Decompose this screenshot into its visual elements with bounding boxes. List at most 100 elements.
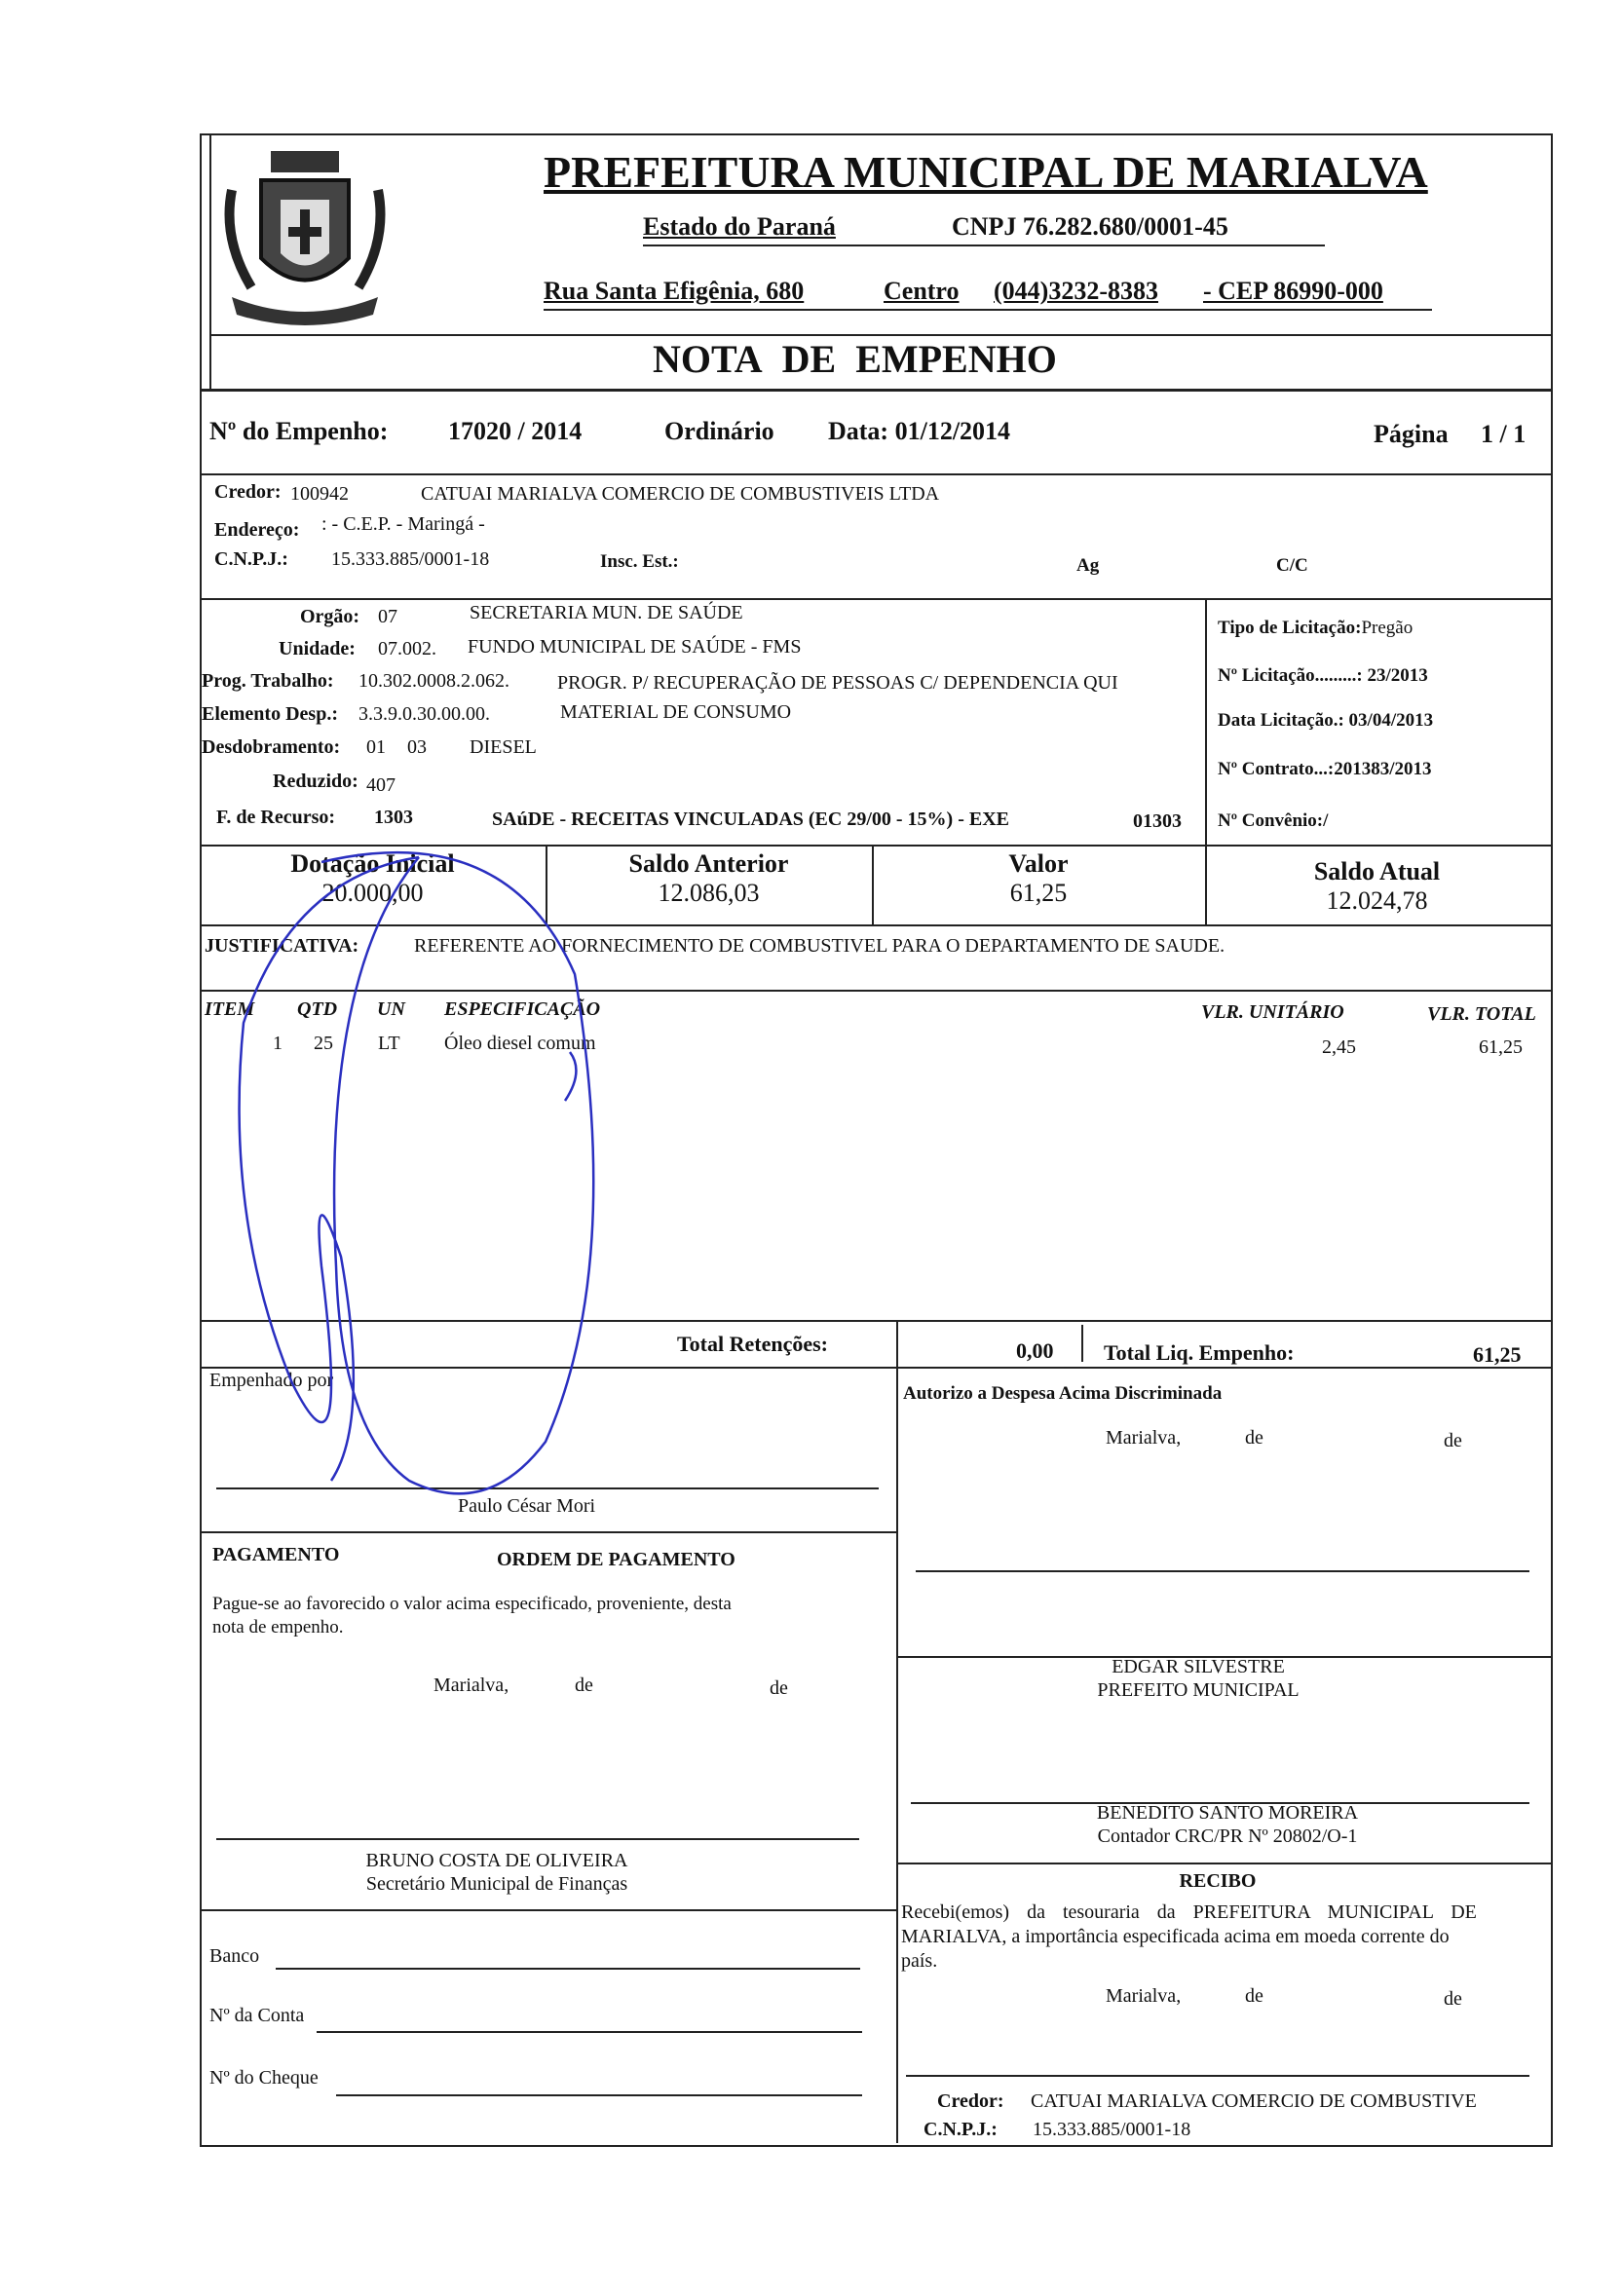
autorizo-place: Marialva, xyxy=(1106,1427,1182,1449)
item-unit-price: 2,45 xyxy=(1322,1036,1356,1058)
conta-field[interactable] xyxy=(317,2031,862,2033)
divider xyxy=(896,1656,1551,1658)
divider xyxy=(200,1367,1551,1369)
credor-name: CATUAI MARIALVA COMERCIO DE COMBUSTIVEIS… xyxy=(421,483,940,505)
cheque-field[interactable] xyxy=(336,2094,862,2096)
empenho-label: Nº do Empenho: xyxy=(209,417,389,445)
liquido-value: 61,25 xyxy=(1473,1342,1522,1367)
valor-value: 61,25 xyxy=(1009,879,1068,907)
licitacao-data: Data Licitação.: 03/04/2013 xyxy=(1218,710,1434,731)
orgao-desc: SECRETARIA MUN. DE SAÚDE xyxy=(470,602,743,623)
recurso-code: 1303 xyxy=(374,807,413,828)
justificativa-text: REFERENTE AO FORNECIMENTO DE COMBUSTIVEL… xyxy=(414,935,1225,957)
pagamento-label: PAGAMENTO xyxy=(212,1544,340,1565)
title-word: EMPENHO xyxy=(855,337,1057,381)
elemento-desc: MATERIAL DE CONSUMO xyxy=(560,701,792,723)
desdobramento-c1: 01 xyxy=(366,736,386,758)
saldo-atual-label: Saldo Atual xyxy=(1313,857,1441,885)
item-spec: Óleo diesel comum xyxy=(444,1033,596,1054)
prog-code: 10.302.0008.2.062. xyxy=(358,670,509,692)
empenho-date: Data: 01/12/2014 xyxy=(828,417,1011,445)
banco-field[interactable] xyxy=(276,1968,860,1970)
recibo-cnpj-label: C.N.P.J.: xyxy=(924,2119,998,2140)
pagamento-text-1: Pague-se ao favorecido o valor acima esp… xyxy=(212,1594,732,1614)
col-item: ITEM xyxy=(205,998,255,1020)
ag-label: Ag xyxy=(1076,555,1100,576)
autorizo-label: Autorizo a Despesa Acima Discriminada xyxy=(903,1383,1223,1404)
signature-line xyxy=(911,1802,1529,1804)
conta-label: Nº da Conta xyxy=(209,2005,305,2026)
cnpj-label: C.N.P.J.: xyxy=(214,548,288,570)
dotacao-value: 20.000,00 xyxy=(321,879,424,907)
divider xyxy=(200,389,1551,392)
empenhado-name: Paulo César Mori xyxy=(458,1495,596,1517)
pagamento-place: Marialva, xyxy=(434,1675,509,1696)
page-number: 1 / 1 xyxy=(1481,420,1527,448)
contador-name: BENEDITO SANTO MOREIRA xyxy=(1096,1802,1359,1824)
signature-line xyxy=(906,2075,1529,2077)
saldo-anterior-label: Saldo Anterior xyxy=(628,849,789,878)
recibo-text-3: país. xyxy=(901,1950,938,1972)
divider xyxy=(872,845,874,924)
justificativa-label: JUSTIFICATIVA: xyxy=(205,935,359,957)
document-frame xyxy=(200,133,1553,2147)
col-especificacao: ESPECIFICAÇÃO xyxy=(444,998,601,1020)
item-total: 61,25 xyxy=(1479,1036,1523,1058)
orgao-code: 07 xyxy=(378,606,397,627)
divider xyxy=(200,1320,1551,1322)
unidade-desc: FUNDO MUNICIPAL DE SAÚDE - FMS xyxy=(468,636,802,658)
cheque-label: Nº do Cheque xyxy=(209,2067,319,2089)
reduzido-code: 407 xyxy=(366,774,396,796)
divider xyxy=(544,309,1432,311)
orgao-label: Orgão: xyxy=(300,606,360,627)
title-word: DE xyxy=(781,337,837,381)
item-number: 1 xyxy=(273,1033,283,1054)
divider xyxy=(200,845,1551,847)
item-qtd: 25 xyxy=(314,1033,333,1054)
credor-cnpj: 15.333.885/0001-18 xyxy=(331,548,490,570)
elemento-code: 3.3.9.0.30.00.00. xyxy=(358,703,490,725)
licitacao-numero: Nº Licitação.........: 23/2013 xyxy=(1218,665,1428,686)
cnpj-label: CNPJ 76.282.680/0001-45 xyxy=(952,212,1228,241)
col-un: UN xyxy=(377,998,405,1020)
autorizo-de-1: de xyxy=(1245,1427,1263,1449)
document-title: NOTA DE EMPENHO xyxy=(653,336,1057,382)
dotacao-label: Dotação Inicial xyxy=(290,849,455,878)
divider xyxy=(643,245,1325,246)
recibo-cnpj: 15.333.885/0001-18 xyxy=(1033,2119,1191,2140)
recurso-label: F. de Recurso: xyxy=(216,807,336,828)
district-label: Centro xyxy=(884,277,960,305)
recibo-de-2: de xyxy=(1444,1988,1462,2010)
credor-address: : - C.E.P. - Maringá - xyxy=(321,513,485,535)
unidade-code: 07.002. xyxy=(378,638,436,659)
cep-label: - CEP 86990-000 xyxy=(1203,277,1383,305)
liquido-label: Total Liq. Empenho: xyxy=(1104,1340,1295,1365)
cc-label: C/C xyxy=(1276,555,1308,576)
col-qtd: QTD xyxy=(297,998,338,1020)
insc-label: Insc. Est.: xyxy=(600,551,679,572)
divider xyxy=(200,473,1551,475)
divider xyxy=(1081,1325,1083,1362)
empenho-number: 17020 / 2014 xyxy=(448,417,583,445)
municipality-title: PREFEITURA MUNICIPAL DE MARIALVA xyxy=(544,147,1428,197)
header-inner-frame xyxy=(209,133,1551,389)
divider xyxy=(896,1863,1551,1864)
licitacao-tipo-label: Tipo de Licitação: xyxy=(1218,618,1362,638)
divider xyxy=(896,1320,898,2143)
signature-line xyxy=(216,1838,859,1840)
page-label: Página xyxy=(1374,420,1449,448)
desdobramento-c2: 03 xyxy=(407,736,427,758)
divider xyxy=(200,1531,896,1533)
licitacao-tipo: Tipo de Licitação:Pregão xyxy=(1218,618,1413,639)
pagamento-de-1: de xyxy=(575,1675,593,1696)
retencoes-value: 0,00 xyxy=(1016,1338,1054,1363)
saldo-anterior-value: 12.086,03 xyxy=(658,879,760,907)
prefeito-role: PREFEITO MUNICIPAL xyxy=(1097,1679,1300,1701)
recibo-credor-name: CATUAI MARIALVA COMERCIO DE COMBUSTIVE xyxy=(1031,2090,1477,2112)
divider xyxy=(200,598,1551,600)
item-un: LT xyxy=(378,1033,400,1054)
retencoes-label: Total Retenções: xyxy=(677,1332,828,1356)
recibo-de-1: de xyxy=(1245,1985,1263,2007)
licitacao-tipo-value: Pregão xyxy=(1361,618,1414,638)
coat-of-arms-logo xyxy=(224,151,386,325)
